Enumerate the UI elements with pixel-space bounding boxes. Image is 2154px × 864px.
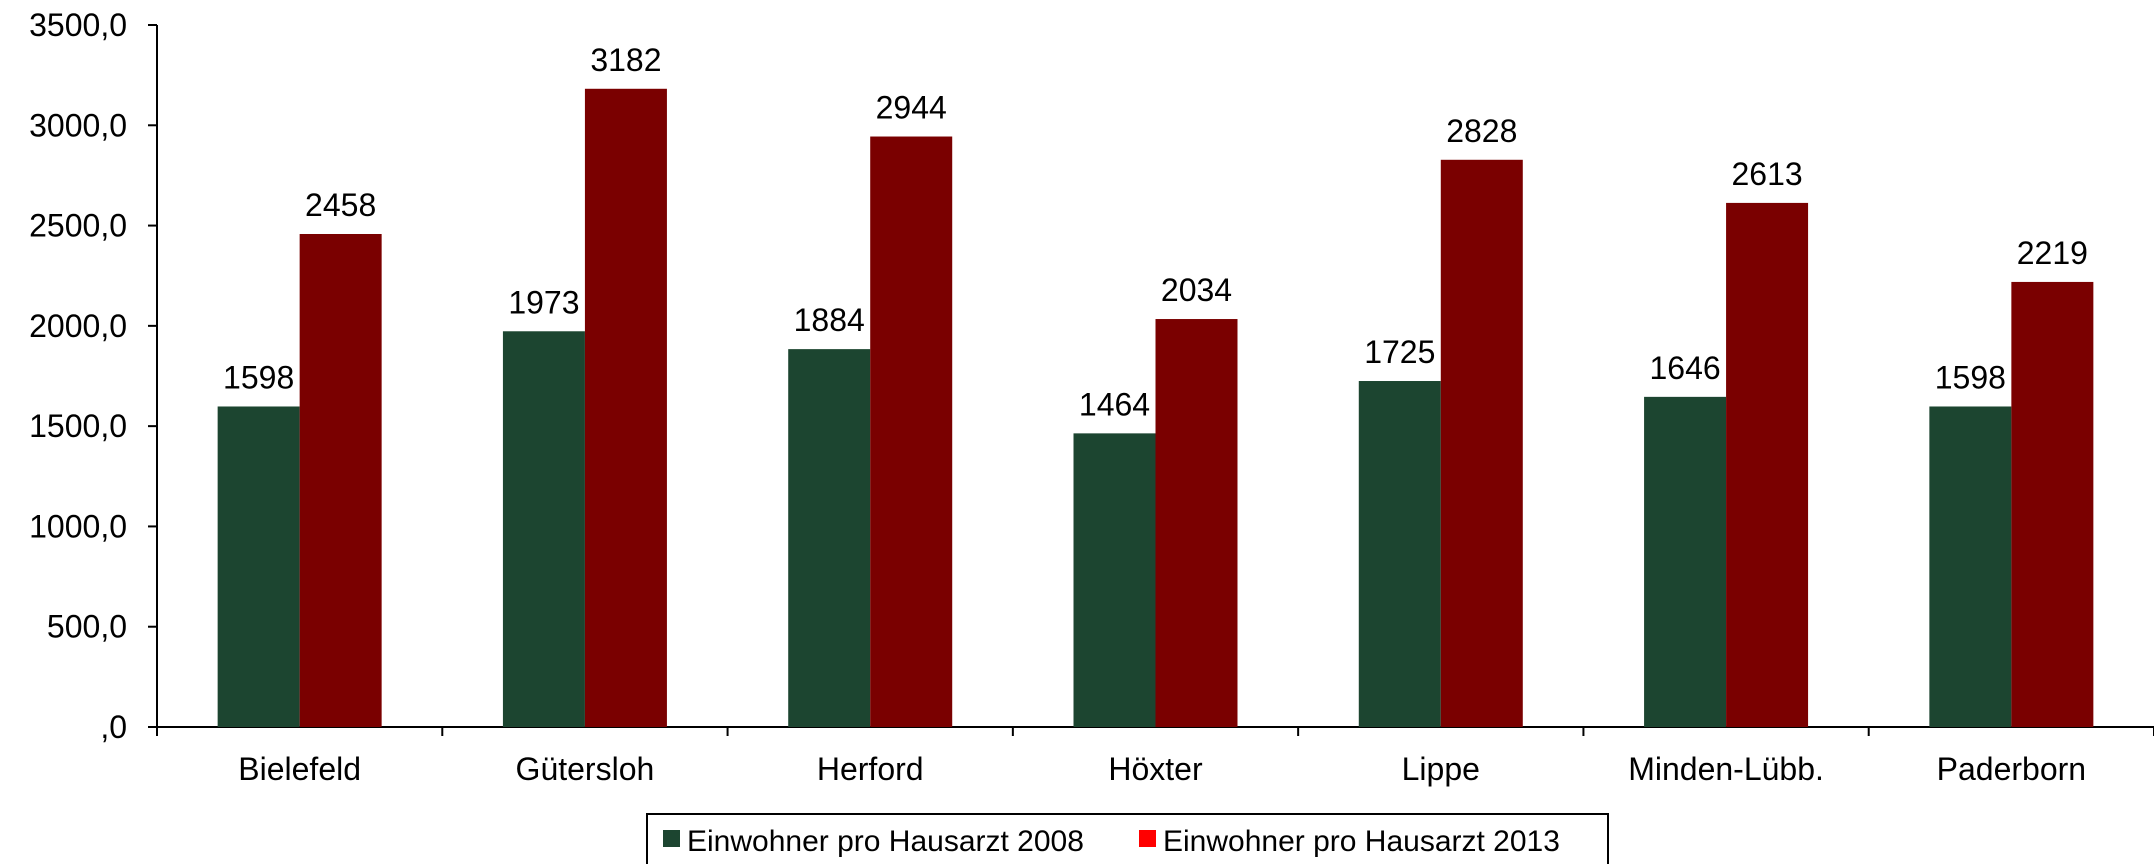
bar [1440,159,1523,727]
legend: Einwohner pro Hausarzt 2008 Einwohner pro… [646,813,1609,864]
bar [1644,396,1727,727]
y-tick-label: 3500,0 [29,7,127,43]
x-axis: Bielefeld Gütersloh Herford Höxter Lippe Mind… [156,726,2154,787]
data-label: 1725 [1364,334,1435,370]
y-tick-label: 3000,0 [29,107,127,143]
y-tick-label: 2000,0 [29,308,127,344]
bars [217,88,2094,728]
data-label: 2944 [876,90,947,126]
legend-swatch [1139,830,1156,847]
data-label: 1598 [1935,359,2006,395]
x-tick-label: Herford [817,751,924,787]
data-label: 2458 [305,187,376,223]
bar [1155,319,1238,727]
x-tick-label: Minden-Lübb. [1628,751,1824,787]
bar [788,349,871,727]
bar [1358,381,1441,727]
bar [1929,406,2012,727]
legend-label: Einwohner pro Hausarzt 2008 [687,825,1084,858]
y-tick-label: 2500,0 [29,208,127,244]
x-tick-label: Lippe [1402,751,1480,787]
legend-swatch [663,830,680,847]
legend-box [646,813,1609,864]
x-tick-label: Höxter [1108,751,1203,787]
data-labels: 1598 2458 1973 3182 1884 2944 1464 2034 1725 2828… [223,42,2088,423]
legend-label: Einwohner pro Hausarzt 2013 [1163,825,1560,858]
data-label: 1646 [1649,350,1720,386]
bar [1073,433,1156,727]
bar [2011,281,2094,727]
data-label: 1973 [508,284,579,320]
data-label: 2828 [1446,113,1517,149]
y-axis: ,0 500,0 1000,0 1500,0 2000,0 2500,0 3000,0 350… [29,7,158,745]
data-label: 2034 [1161,272,1232,308]
y-tick-label: 500,0 [47,609,127,645]
data-label: 2613 [1731,156,1802,192]
data-label: 3182 [590,42,661,78]
data-label: 1884 [794,302,865,338]
y-tick-label: 1000,0 [29,508,127,544]
bar [299,233,382,727]
y-tick-label: ,0 [100,709,127,745]
bar [502,331,585,727]
bar [1726,202,1809,727]
data-label: 2219 [2017,235,2088,271]
data-label: 1464 [1079,386,1150,422]
bar [584,88,667,727]
data-label: 1598 [223,359,294,395]
y-tick-label: 1500,0 [29,408,127,444]
bar [870,136,953,728]
x-tick-label: Bielefeld [238,751,361,787]
bar [217,406,300,727]
x-tick-label: Paderborn [1937,751,2086,787]
x-tick-label: Gütersloh [516,751,655,787]
